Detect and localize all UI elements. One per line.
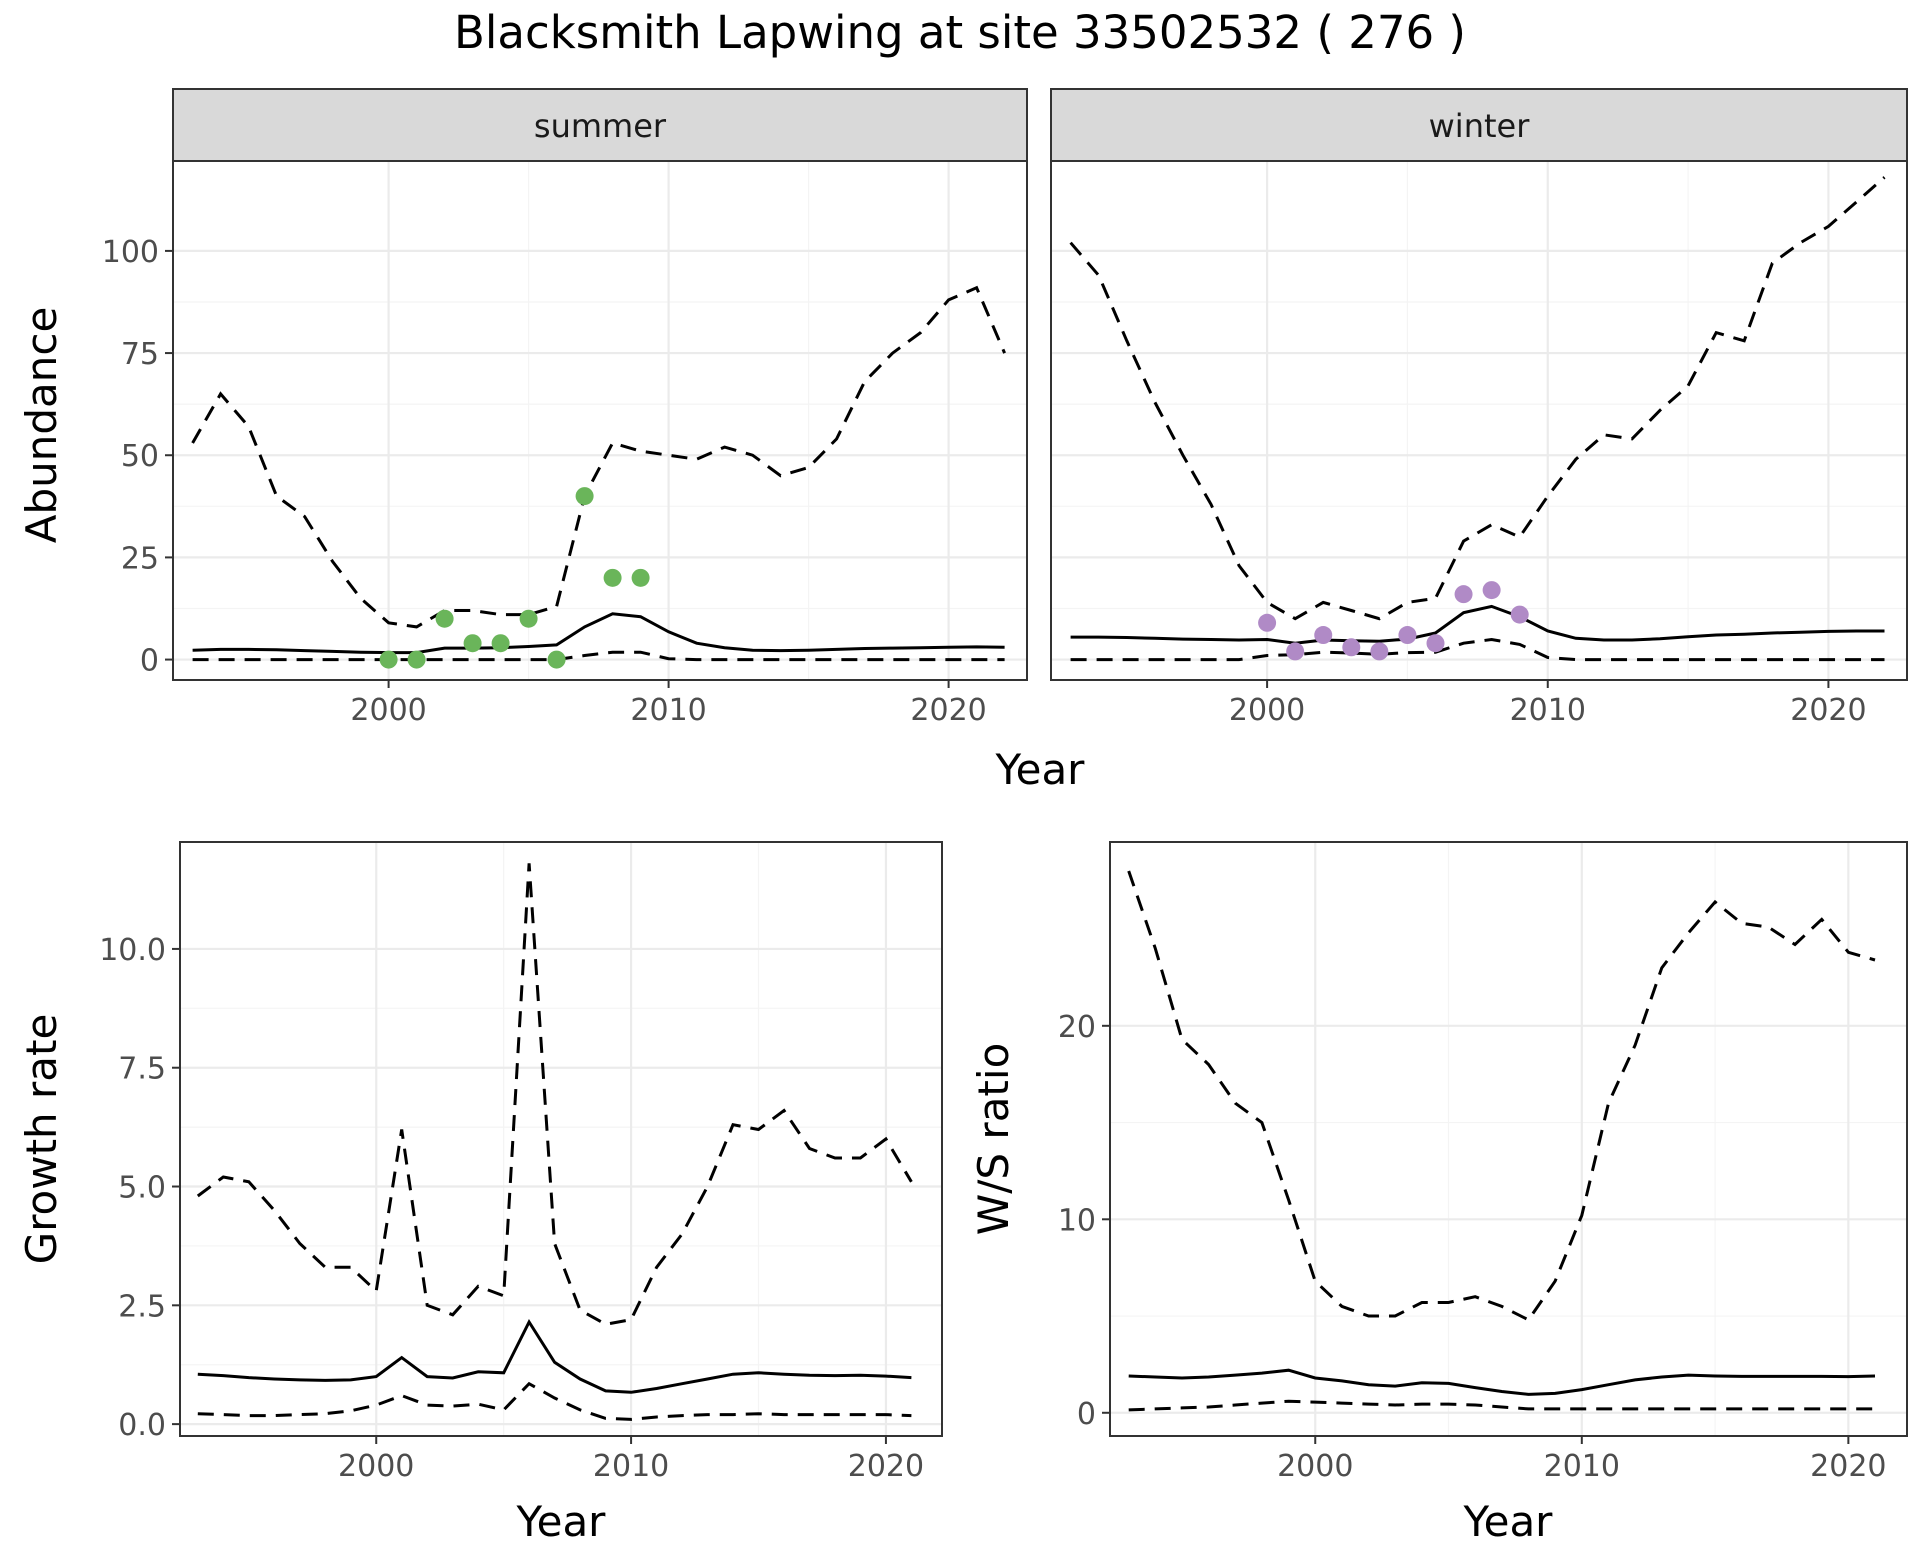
observed-point — [491, 634, 510, 653]
x-tick-label: 2010 — [1510, 693, 1586, 728]
y-tick-label: 75 — [121, 337, 159, 372]
observed-point — [1286, 642, 1305, 661]
mean-line-ratio — [1128, 1368, 1876, 1396]
observed-point — [1314, 626, 1333, 645]
y-tick-label: 50 — [121, 439, 159, 474]
lower-bound-line-summer — [192, 650, 1005, 662]
chart-title: Blacksmith Lapwing at site 33502532 ( 27… — [454, 6, 1466, 59]
panel-ratio — [1109, 841, 1908, 1437]
observed-point — [1370, 642, 1389, 661]
upper-bound-line-ratio — [1127, 870, 1876, 1322]
observed-point — [407, 650, 426, 669]
abundance-x-axis-title: Year — [995, 745, 1086, 794]
panel-abundance-winter: winter — [1050, 88, 1908, 681]
panel-border-ratio — [1109, 841, 1908, 1437]
observed-point — [1454, 585, 1473, 604]
ratio-x-axis-title: Year — [1463, 1497, 1554, 1546]
upper-bound-line-growth — [196, 863, 913, 1326]
observed-point — [603, 568, 622, 587]
observed-point — [463, 634, 482, 653]
x-tick-label: 2020 — [848, 1449, 924, 1484]
y-tick-label: 20 — [1058, 1010, 1096, 1045]
observed-point — [1510, 605, 1529, 624]
strip-summer-bg — [172, 88, 1028, 162]
upper-bound-line-summer — [191, 285, 1006, 629]
growth-y-axis-title: Growth rate — [17, 1014, 66, 1265]
observed-points-winter — [1258, 581, 1529, 661]
grid-ratio — [1110, 842, 1907, 1436]
strip-label-winter: winter — [1429, 107, 1531, 145]
abundance-y-ticks: 0 25 50 75 100 — [102, 235, 173, 679]
x-tick-label: 2020 — [1810, 1449, 1886, 1484]
mean-line-winter — [1070, 604, 1885, 645]
x-tick-label: 2000 — [338, 1449, 414, 1484]
mean-line-summer — [192, 612, 1005, 655]
y-tick-label: 0 — [140, 644, 159, 679]
strip-winter-bg — [1050, 88, 1908, 162]
abundance-y-axis-title: Abundance — [17, 307, 66, 544]
panel-border-summer — [172, 160, 1028, 681]
x-tick-label: 2020 — [1790, 693, 1866, 728]
x-tick-label: 2000 — [1229, 693, 1305, 728]
lower-bound-line-ratio — [1128, 1399, 1875, 1412]
panel-border-growth — [179, 841, 943, 1437]
ratio-x-ticks: 2000 2010 2020 — [1277, 1436, 1887, 1484]
panel-growth — [179, 841, 943, 1437]
x-tick-label: 2010 — [630, 693, 706, 728]
y-tick-label: 25 — [121, 541, 159, 576]
y-tick-label: 100 — [102, 235, 159, 270]
grid-growth — [180, 842, 942, 1436]
upper-bound-line-winter — [1069, 176, 1886, 621]
observed-points-summer — [379, 487, 650, 669]
observed-point — [435, 609, 454, 628]
abundance-x-ticks-summer: 2000 2010 2020 — [350, 680, 987, 728]
growth-y-ticks: 0.0 2.5 5.0 7.5 10.0 — [99, 933, 180, 1443]
panel-border-winter — [1050, 160, 1908, 681]
y-tick-label: 5.0 — [118, 1171, 166, 1206]
ratio-y-ticks: 0 10 20 — [1058, 1010, 1110, 1432]
y-tick-label: 7.5 — [118, 1052, 166, 1087]
grid-abundance-summer — [173, 161, 1027, 680]
x-tick-label: 2010 — [1544, 1449, 1620, 1484]
growth-x-axis-title: Year — [516, 1497, 607, 1546]
y-tick-label: 0 — [1077, 1397, 1096, 1432]
lower-bound-line-growth — [197, 1381, 912, 1421]
grid-abundance-winter — [1051, 161, 1907, 680]
y-tick-label: 2.5 — [118, 1289, 166, 1324]
observed-point — [1398, 626, 1417, 645]
observed-point — [631, 568, 650, 587]
x-tick-label: 2000 — [1277, 1449, 1353, 1484]
growth-x-ticks: 2000 2010 2020 — [338, 1436, 924, 1484]
strip-label-summer: summer — [534, 107, 667, 145]
observed-point — [1258, 613, 1277, 632]
x-tick-label: 2020 — [910, 693, 986, 728]
mean-line-growth — [197, 1318, 912, 1394]
ratio-y-axis-title: W/S ratio — [969, 1043, 1018, 1236]
observed-point — [1342, 638, 1361, 657]
lower-bound-line-winter — [1070, 637, 1885, 662]
abundance-x-ticks-winter: 2000 2010 2020 — [1229, 680, 1867, 728]
y-tick-label: 10 — [1058, 1203, 1096, 1238]
observed-point — [1482, 581, 1501, 600]
y-tick-label: 0.0 — [118, 1408, 166, 1443]
observed-point — [547, 650, 566, 669]
x-tick-label: 2010 — [593, 1449, 669, 1484]
observed-point — [1426, 634, 1445, 653]
panel-abundance-summer: summer — [172, 88, 1028, 681]
observed-point — [379, 650, 398, 669]
y-tick-label: 10.0 — [99, 933, 166, 968]
observed-point — [519, 609, 538, 628]
x-tick-label: 2000 — [350, 693, 426, 728]
observed-point — [575, 487, 594, 506]
